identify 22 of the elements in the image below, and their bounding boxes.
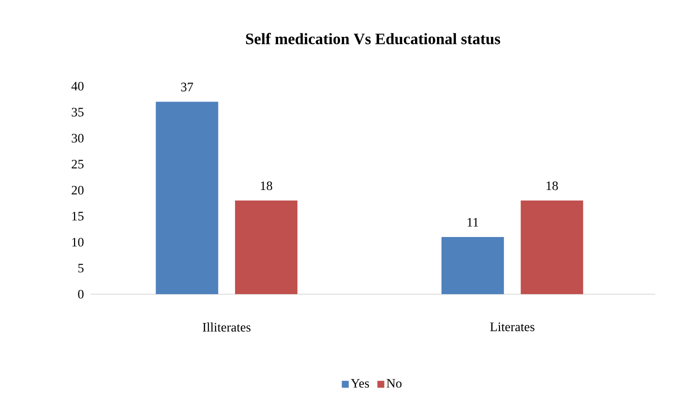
y-tick-label: 20 (72, 186, 84, 195)
bar (235, 200, 298, 294)
y-tick-label: 5 (78, 264, 84, 272)
data-label: 18 (546, 181, 558, 190)
data-label: 37 (181, 82, 194, 92)
y-tick-label: 10 (72, 238, 84, 247)
bar (442, 236, 504, 294)
legend-label: No (386, 379, 402, 388)
x-tick-label: Illiterates (202, 322, 250, 332)
data-label: 18 (260, 181, 272, 190)
legend-label: Yes (350, 379, 369, 388)
y-tick-label: 40 (71, 82, 84, 91)
x-tick-label: Literates (490, 322, 534, 332)
bar (520, 200, 584, 294)
y-tick-label: 15 (72, 212, 84, 220)
y-tick-label: 0 (78, 290, 84, 299)
y-tick-label: 35 (72, 108, 84, 117)
y-tick-label: 30 (72, 134, 84, 143)
bar (156, 102, 218, 294)
data-label: 11 (468, 218, 478, 227)
chart-title: Self medication Vs Educational status (246, 32, 500, 44)
y-tick-label: 25 (72, 160, 84, 169)
